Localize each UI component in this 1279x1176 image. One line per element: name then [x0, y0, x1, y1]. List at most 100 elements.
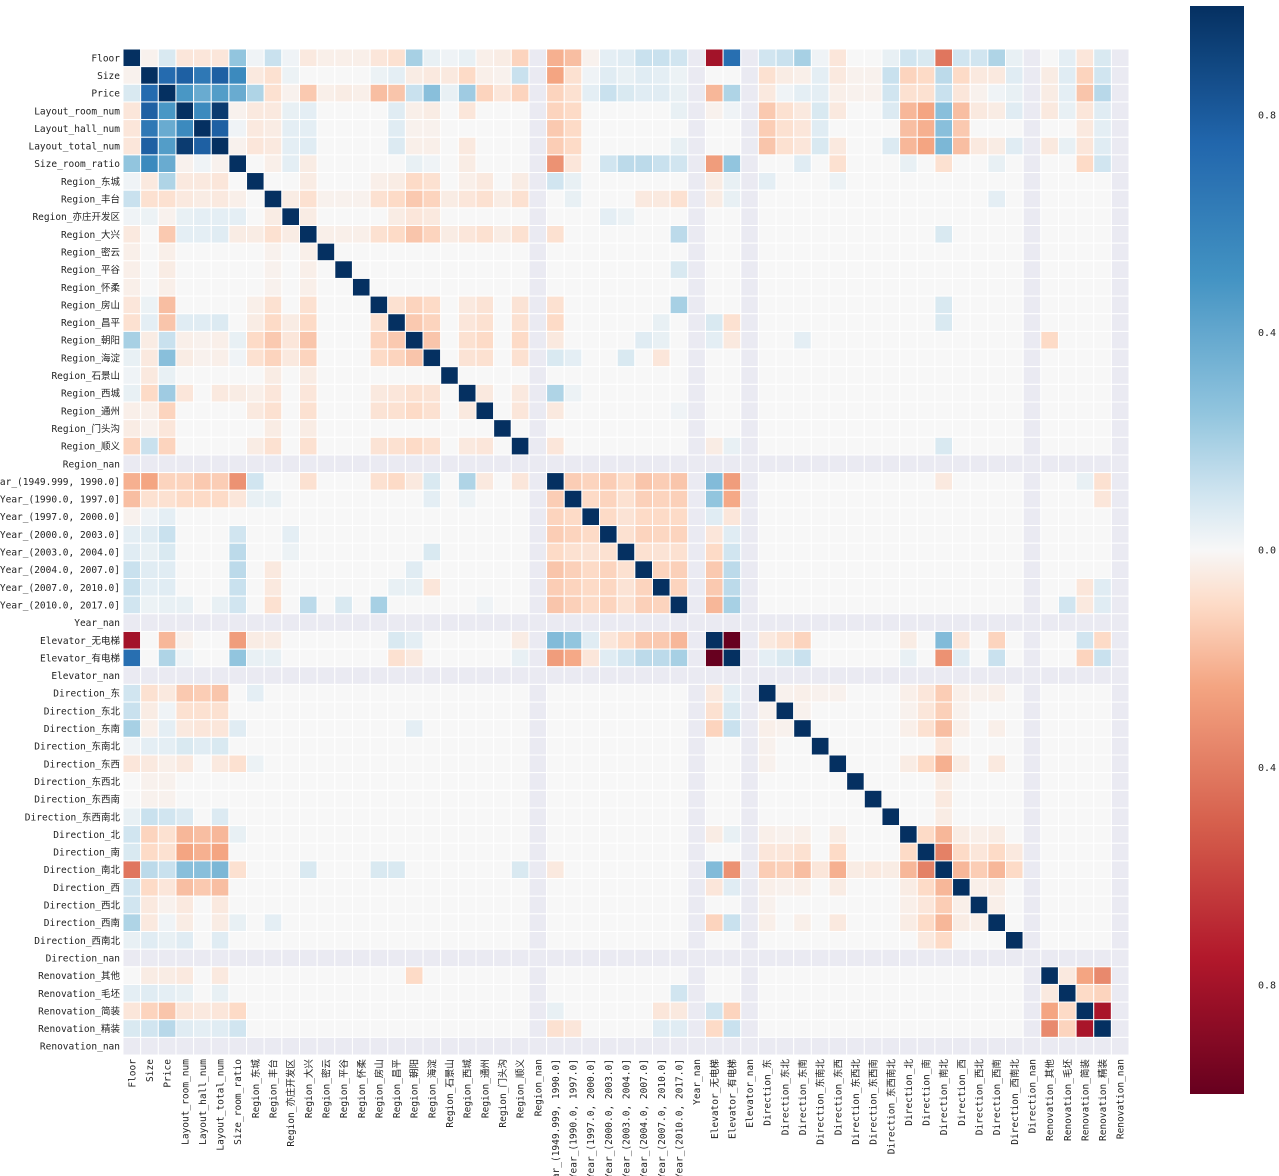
heatmap-cell [528, 101, 548, 121]
heatmap-cell [828, 154, 848, 174]
heatmap-cell [510, 330, 530, 350]
heatmap-cell [793, 1001, 812, 1021]
heatmap-cell [228, 683, 248, 703]
heatmap-cell [1057, 789, 1077, 809]
heatmap-cell [563, 948, 583, 968]
heatmap-cell [687, 366, 706, 385]
heatmap-cell [916, 225, 936, 244]
heatmap-cell [793, 578, 812, 597]
heatmap-cell [140, 472, 159, 491]
heatmap-cell [316, 648, 336, 668]
heatmap-cell [210, 295, 230, 315]
heatmap-cell [669, 613, 689, 632]
heatmap-cell [863, 525, 883, 544]
heatmap-cell [775, 913, 795, 932]
heatmap-cell [793, 895, 812, 915]
heatmap-cell [899, 225, 918, 244]
heatmap-cell [916, 136, 936, 156]
heatmap-cell [281, 225, 301, 244]
heatmap-cell [1075, 578, 1095, 597]
heatmap-cell [404, 595, 424, 615]
heatmap-cell [440, 436, 459, 456]
heatmap-cell [193, 242, 212, 262]
heatmap-cell [581, 454, 601, 474]
heatmap-cell [140, 789, 159, 809]
heatmap-cell [281, 860, 301, 880]
heatmap-cell [404, 507, 424, 527]
heatmap-cell [1022, 472, 1042, 491]
heatmap-cell [440, 260, 459, 279]
heatmap-cell [687, 172, 706, 191]
heatmap-cell [934, 454, 954, 474]
heatmap-cell [1110, 666, 1130, 685]
heatmap-cell [1093, 772, 1112, 791]
heatmap-cell [952, 472, 971, 491]
heatmap-cell [899, 648, 918, 668]
heatmap-cell [987, 436, 1006, 456]
heatmap-cell [1093, 383, 1112, 403]
heatmap-cell [299, 225, 318, 244]
heatmap-cell [457, 525, 477, 544]
heatmap-cell [916, 878, 936, 897]
heatmap-cell [846, 313, 865, 332]
heatmap-cell [140, 842, 159, 862]
heatmap-cell [1057, 525, 1077, 544]
heatmap-cell [599, 119, 618, 138]
heatmap-cell [316, 225, 336, 244]
heatmap-cell [246, 825, 265, 844]
heatmap-cell [599, 754, 618, 774]
heatmap-cell [404, 842, 424, 862]
heatmap-cell [669, 542, 689, 562]
heatmap-cell [687, 225, 706, 244]
heatmap-cell [669, 1019, 689, 1038]
heatmap-cell [210, 366, 230, 385]
heatmap-cell [634, 277, 653, 297]
heatmap-cell [634, 383, 653, 403]
heatmap-cell [987, 825, 1006, 844]
heatmap-cell [793, 648, 812, 668]
row-label: Floor [91, 53, 120, 64]
heatmap-cell [1005, 1019, 1024, 1038]
heatmap-cell [969, 648, 989, 668]
heatmap-cell [987, 189, 1006, 209]
heatmap-cell [351, 507, 371, 527]
heatmap-cell [157, 260, 177, 279]
heatmap-cell [881, 666, 901, 685]
heatmap-cell [652, 48, 671, 68]
heatmap-cell [422, 436, 442, 456]
heatmap-cell [351, 313, 371, 332]
heatmap-cell [546, 313, 565, 332]
heatmap-cell [175, 207, 195, 227]
heatmap-cell [1110, 860, 1130, 880]
heatmap-cell [422, 1001, 442, 1021]
heatmap-cell [1022, 860, 1042, 880]
heatmap-cell [581, 436, 601, 456]
heatmap-cell [334, 260, 353, 279]
heatmap-cell [704, 825, 724, 844]
heatmap-cell [528, 154, 548, 174]
heatmap-cell [881, 701, 901, 721]
heatmap-cell [546, 348, 565, 368]
heatmap-cell [193, 860, 212, 880]
heatmap-cell [669, 48, 689, 68]
heatmap-cell [793, 489, 812, 509]
heatmap-cell [881, 436, 901, 456]
heatmap-cell [969, 119, 989, 138]
heatmap-cell [687, 895, 706, 915]
heatmap-cell [263, 66, 283, 85]
heatmap-cell [281, 754, 301, 774]
heatmap-cell [740, 1019, 759, 1038]
heatmap-cell [704, 878, 724, 897]
heatmap-cell [740, 366, 759, 385]
heatmap-cell [863, 172, 883, 191]
heatmap-cell [828, 172, 848, 191]
heatmap-cell [404, 225, 424, 244]
heatmap-cell [987, 931, 1006, 950]
heatmap-cell [493, 207, 512, 227]
heatmap-cell [210, 242, 230, 262]
heatmap-cell [810, 666, 830, 685]
heatmap-cell [757, 613, 777, 632]
row-label: Region_怀柔 [61, 282, 121, 294]
heatmap-cell [757, 242, 777, 262]
heatmap-cell [899, 842, 918, 862]
